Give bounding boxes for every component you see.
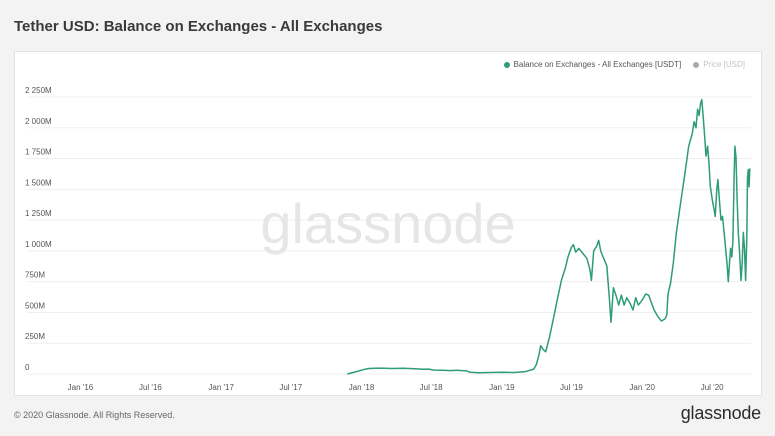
y-tick-label: 1 000M	[25, 240, 52, 249]
legend-dot-balance	[503, 61, 510, 68]
grid-lines	[27, 96, 751, 375]
y-tick-label: 750M	[25, 271, 45, 280]
y-tick-label: 500M	[25, 301, 45, 310]
y-tick-label: 0	[25, 363, 30, 372]
copyright-text: © 2020 Glassnode. All Rights Reserved.	[14, 410, 175, 420]
x-tick-label: Jul '19	[560, 383, 583, 392]
legend-item-price[interactable]: Price [USD]	[693, 60, 745, 69]
y-tick-label: 2 250M	[25, 86, 52, 95]
y-tick-label: 2 000M	[25, 117, 52, 126]
x-tick-label: Jan '16	[68, 383, 94, 392]
legend-item-balance[interactable]: Balance on Exchanges - All Exchanges [US…	[503, 60, 682, 69]
x-tick-label: Jan '17	[208, 383, 234, 392]
legend-dot-price	[693, 61, 700, 68]
y-tick-label: 1 500M	[25, 178, 52, 187]
x-tick-label: Jan '20	[629, 383, 655, 392]
x-axis-ticks: Jan '16 Jul '16 Jan '17 Jul '17 Jan '18 Jul '…	[68, 383, 724, 392]
x-tick-label: Jul '20	[701, 383, 724, 392]
legend-label-price: Price [USD]	[703, 60, 745, 69]
line-chart: glassnode 0 250M 500M 750M 1 000M 1 250M 1 500…	[25, 86, 751, 392]
watermark: glassnode	[260, 192, 515, 255]
y-axis-ticks: 0 250M 500M 750M 1 000M 1 250M 1 500M 1 750M 2 0…	[25, 86, 52, 372]
chart-title: Tether USD: Balance on Exchanges - All E…	[14, 18, 383, 35]
x-tick-label: Jul '18	[420, 383, 443, 392]
x-tick-label: Jul '17	[279, 383, 302, 392]
x-tick-label: Jan '18	[349, 383, 375, 392]
y-tick-label: 250M	[25, 332, 45, 341]
brand-logo[interactable]: glassnode	[680, 403, 761, 423]
y-tick-label: 1 750M	[25, 148, 52, 157]
x-tick-label: Jan '19	[489, 383, 515, 392]
chart-panel: glassnode 0 250M 500M 750M 1 000M 1 250M 1 500…	[14, 51, 762, 396]
y-tick-label: 1 250M	[25, 209, 52, 218]
legend-label-balance: Balance on Exchanges - All Exchanges [US…	[513, 60, 682, 69]
series-layer	[347, 98, 751, 375]
legend: Balance on Exchanges - All Exchanges [US…	[503, 60, 745, 69]
series-line-balance	[347, 98, 751, 375]
x-tick-label: Jul '16	[139, 383, 162, 392]
